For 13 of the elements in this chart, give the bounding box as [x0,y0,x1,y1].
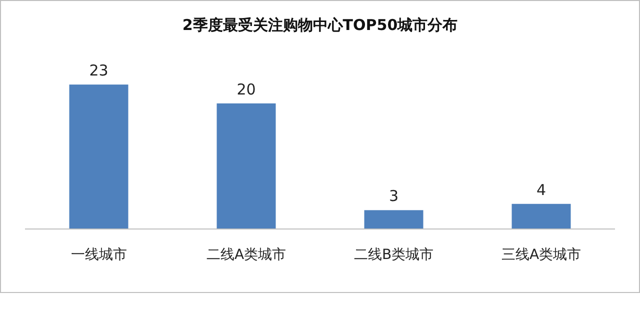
chart-title: 2季度最受关注购物中心TOP50城市分布 [182,16,458,34]
data-label: 3 [388,187,399,206]
x-tick-label: 二线B类城市 [354,247,434,263]
data-label: 4 [536,180,546,199]
x-tick-label: 一线城市 [70,247,127,263]
bar [512,204,571,229]
data-label: 20 [236,80,256,98]
data-label: 23 [89,62,108,80]
x-tick-label: 二线A类城市 [206,247,286,263]
bar [364,210,424,229]
x-tick-label: 三线A类城市 [501,247,582,263]
bar [216,103,276,229]
bar [69,84,128,229]
